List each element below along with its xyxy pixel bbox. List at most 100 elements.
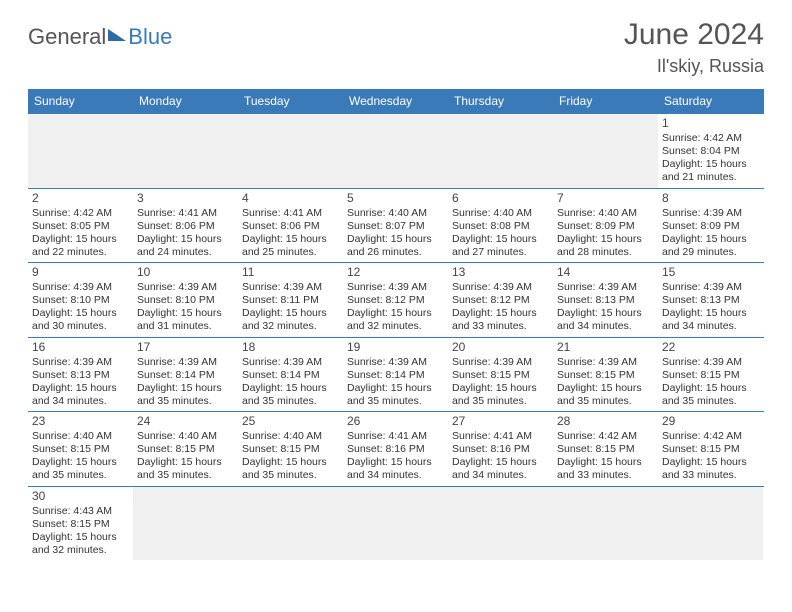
weekday-header: Monday: [133, 89, 238, 114]
day-daylight2: and 31 minutes.: [137, 320, 234, 333]
day-daylight2: and 32 minutes.: [32, 544, 129, 557]
day-daylight2: and 34 minutes.: [32, 395, 129, 408]
day-cell: 27Sunrise: 4:41 AMSunset: 8:16 PMDayligh…: [448, 412, 553, 486]
day-sunrise: Sunrise: 4:43 AM: [32, 505, 129, 518]
day-daylight1: Daylight: 15 hours: [242, 307, 339, 320]
day-daylight2: and 25 minutes.: [242, 246, 339, 259]
weekday-header: Tuesday: [238, 89, 343, 114]
day-sunrise: Sunrise: 4:39 AM: [32, 356, 129, 369]
day-cell: 4Sunrise: 4:41 AMSunset: 8:06 PMDaylight…: [238, 189, 343, 263]
day-sunrise: Sunrise: 4:42 AM: [662, 132, 759, 145]
day-daylight1: Daylight: 15 hours: [32, 531, 129, 544]
day-daylight2: and 33 minutes.: [662, 469, 759, 482]
day-sunrise: Sunrise: 4:40 AM: [347, 207, 444, 220]
day-daylight2: and 35 minutes.: [347, 395, 444, 408]
day-daylight2: and 29 minutes.: [662, 246, 759, 259]
day-cell: 22Sunrise: 4:39 AMSunset: 8:15 PMDayligh…: [658, 338, 763, 412]
day-daylight2: and 26 minutes.: [347, 246, 444, 259]
day-number: 1: [662, 116, 759, 131]
weekday-header: Sunday: [28, 89, 133, 114]
day-daylight2: and 32 minutes.: [242, 320, 339, 333]
day-sunrise: Sunrise: 4:39 AM: [137, 356, 234, 369]
day-daylight1: Daylight: 15 hours: [557, 307, 654, 320]
day-cell: 3Sunrise: 4:41 AMSunset: 8:06 PMDaylight…: [133, 189, 238, 263]
day-cell: 23Sunrise: 4:40 AMSunset: 8:15 PMDayligh…: [28, 412, 133, 486]
day-sunrise: Sunrise: 4:39 AM: [452, 356, 549, 369]
logo-triangle-icon: [108, 29, 126, 41]
day-sunrise: Sunrise: 4:39 AM: [662, 281, 759, 294]
empty-day-cell: [448, 114, 553, 188]
day-sunset: Sunset: 8:10 PM: [137, 294, 234, 307]
day-number: 13: [452, 265, 549, 280]
week-row: 16Sunrise: 4:39 AMSunset: 8:13 PMDayligh…: [28, 338, 764, 413]
day-sunset: Sunset: 8:15 PM: [557, 443, 654, 456]
day-sunset: Sunset: 8:06 PM: [242, 220, 339, 233]
day-number: 28: [557, 414, 654, 429]
day-number: 24: [137, 414, 234, 429]
day-cell: 1Sunrise: 4:42 AMSunset: 8:04 PMDaylight…: [658, 114, 763, 188]
day-cell: 6Sunrise: 4:40 AMSunset: 8:08 PMDaylight…: [448, 189, 553, 263]
week-row: 23Sunrise: 4:40 AMSunset: 8:15 PMDayligh…: [28, 412, 764, 487]
day-sunrise: Sunrise: 4:42 AM: [557, 430, 654, 443]
logo-word-general: General: [28, 24, 106, 50]
day-sunrise: Sunrise: 4:39 AM: [662, 356, 759, 369]
day-sunset: Sunset: 8:16 PM: [452, 443, 549, 456]
day-number: 14: [557, 265, 654, 280]
day-sunrise: Sunrise: 4:41 AM: [137, 207, 234, 220]
calendar: SundayMondayTuesdayWednesdayThursdayFrid…: [28, 89, 764, 560]
empty-day-cell: [343, 114, 448, 188]
day-number: 16: [32, 340, 129, 355]
logo: General Blue: [28, 24, 172, 50]
day-daylight2: and 35 minutes.: [662, 395, 759, 408]
day-daylight1: Daylight: 15 hours: [662, 456, 759, 469]
day-cell: 11Sunrise: 4:39 AMSunset: 8:11 PMDayligh…: [238, 263, 343, 337]
day-sunrise: Sunrise: 4:39 AM: [242, 281, 339, 294]
day-daylight1: Daylight: 15 hours: [347, 456, 444, 469]
day-sunset: Sunset: 8:15 PM: [662, 369, 759, 382]
day-number: 26: [347, 414, 444, 429]
day-number: 17: [137, 340, 234, 355]
page-header: General Blue June 2024 Il'skiy, Russia: [0, 0, 792, 83]
day-cell: 19Sunrise: 4:39 AMSunset: 8:14 PMDayligh…: [343, 338, 448, 412]
day-daylight1: Daylight: 15 hours: [452, 456, 549, 469]
day-sunset: Sunset: 8:15 PM: [32, 443, 129, 456]
day-sunrise: Sunrise: 4:39 AM: [32, 281, 129, 294]
day-daylight1: Daylight: 15 hours: [662, 158, 759, 171]
empty-day-cell: [658, 487, 763, 561]
day-number: 30: [32, 489, 129, 504]
day-sunrise: Sunrise: 4:39 AM: [137, 281, 234, 294]
weeks-container: 1Sunrise: 4:42 AMSunset: 8:04 PMDaylight…: [28, 114, 764, 560]
day-sunset: Sunset: 8:07 PM: [347, 220, 444, 233]
day-sunrise: Sunrise: 4:39 AM: [347, 356, 444, 369]
day-daylight1: Daylight: 15 hours: [137, 456, 234, 469]
day-sunset: Sunset: 8:05 PM: [32, 220, 129, 233]
empty-day-cell: [238, 487, 343, 561]
day-daylight1: Daylight: 15 hours: [32, 382, 129, 395]
day-number: 27: [452, 414, 549, 429]
day-cell: 29Sunrise: 4:42 AMSunset: 8:15 PMDayligh…: [658, 412, 763, 486]
empty-day-cell: [553, 114, 658, 188]
empty-day-cell: [133, 487, 238, 561]
week-row: 30Sunrise: 4:43 AMSunset: 8:15 PMDayligh…: [28, 487, 764, 561]
day-daylight1: Daylight: 15 hours: [452, 382, 549, 395]
day-cell: 7Sunrise: 4:40 AMSunset: 8:09 PMDaylight…: [553, 189, 658, 263]
day-daylight1: Daylight: 15 hours: [347, 382, 444, 395]
day-sunrise: Sunrise: 4:39 AM: [557, 281, 654, 294]
day-daylight2: and 34 minutes.: [452, 469, 549, 482]
day-daylight1: Daylight: 15 hours: [557, 456, 654, 469]
day-daylight1: Daylight: 15 hours: [242, 456, 339, 469]
day-daylight1: Daylight: 15 hours: [662, 233, 759, 246]
day-sunset: Sunset: 8:15 PM: [137, 443, 234, 456]
day-daylight1: Daylight: 15 hours: [137, 233, 234, 246]
day-sunset: Sunset: 8:14 PM: [137, 369, 234, 382]
day-daylight1: Daylight: 15 hours: [557, 382, 654, 395]
day-sunrise: Sunrise: 4:40 AM: [452, 207, 549, 220]
location: Il'skiy, Russia: [624, 56, 764, 77]
day-sunset: Sunset: 8:09 PM: [557, 220, 654, 233]
day-cell: 25Sunrise: 4:40 AMSunset: 8:15 PMDayligh…: [238, 412, 343, 486]
day-sunset: Sunset: 8:15 PM: [557, 369, 654, 382]
day-cell: 21Sunrise: 4:39 AMSunset: 8:15 PMDayligh…: [553, 338, 658, 412]
day-cell: 9Sunrise: 4:39 AMSunset: 8:10 PMDaylight…: [28, 263, 133, 337]
day-daylight1: Daylight: 15 hours: [662, 307, 759, 320]
day-daylight1: Daylight: 15 hours: [137, 307, 234, 320]
